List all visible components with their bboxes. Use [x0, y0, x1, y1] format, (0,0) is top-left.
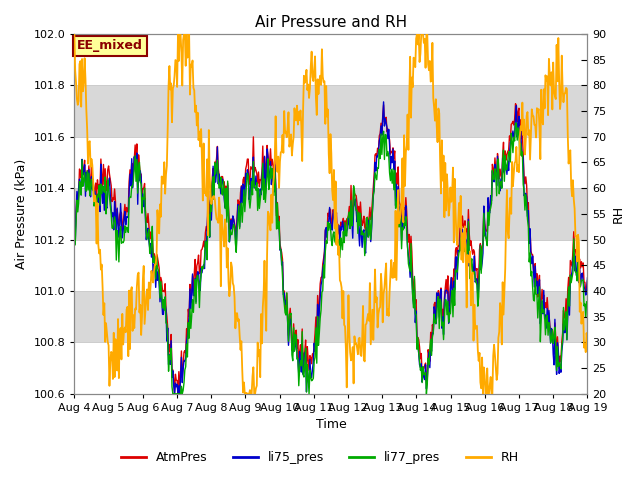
Legend: AtmPres, li75_pres, li77_pres, RH: AtmPres, li75_pres, li77_pres, RH: [116, 446, 524, 469]
Bar: [74, 291, 588, 342]
Text: EE_mixed: EE_mixed: [77, 39, 143, 52]
Y-axis label: Air Pressure (kPa): Air Pressure (kPa): [15, 159, 28, 269]
Bar: [74, 188, 588, 240]
Bar: [74, 85, 588, 137]
Y-axis label: RH: RH: [612, 205, 625, 223]
X-axis label: Time: Time: [316, 419, 346, 432]
Title: Air Pressure and RH: Air Pressure and RH: [255, 15, 407, 30]
